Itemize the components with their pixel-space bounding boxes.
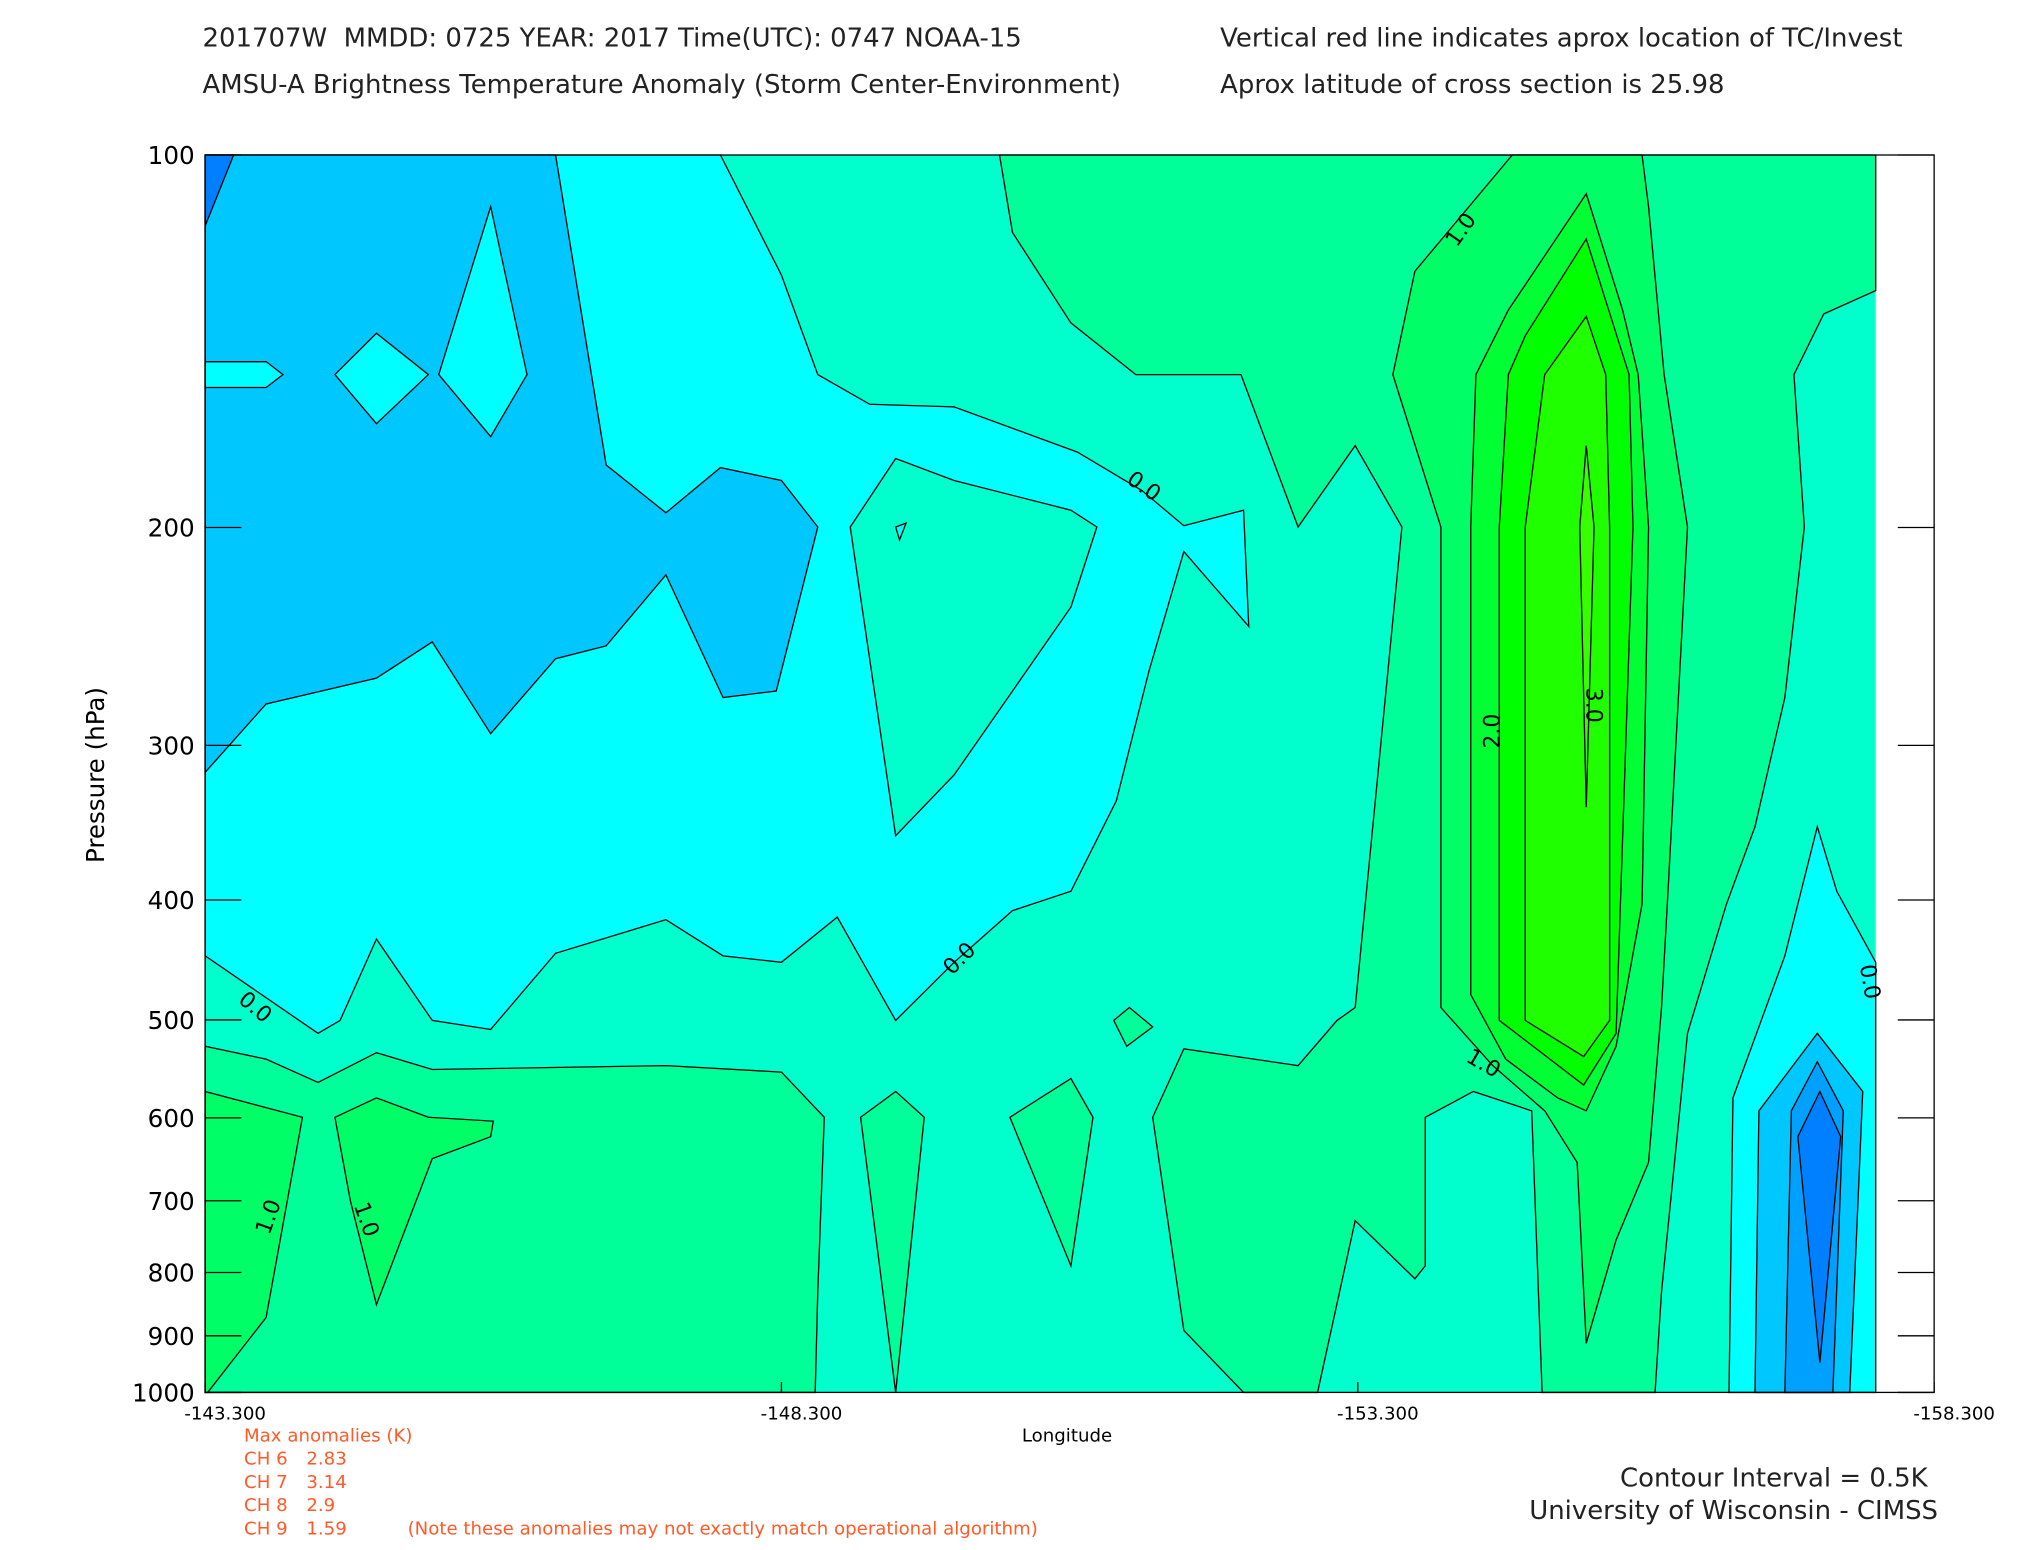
anomaly-value: 2.83	[306, 1449, 346, 1470]
contour-region	[849, 457, 1098, 838]
y-tick-label: 1000	[132, 1379, 195, 1408]
contour-region	[334, 1097, 495, 1307]
contour-region	[1797, 1089, 1842, 1363]
x-axis-title: Longitude	[1022, 1426, 1112, 1447]
y-tick-label: 300	[148, 731, 195, 760]
y-tick-label: 200	[148, 514, 195, 543]
credit: University of Wisconsin - CIMSS	[1529, 1496, 1938, 1526]
note: Vertical red line indicates aprox locati…	[1220, 24, 1902, 54]
anomaly-value: 2.9	[306, 1495, 335, 1516]
x-tick-label: -143.300	[184, 1404, 266, 1425]
contour-region	[1579, 445, 1595, 808]
contour-field	[204, 154, 1877, 1394]
note: Aprox latitude of cross section is 25.98	[1220, 70, 1724, 100]
y-tick-label: 800	[148, 1259, 195, 1288]
anomaly-value: 1.59	[306, 1519, 346, 1540]
y-tick-label: 600	[148, 1104, 195, 1133]
anomaly-channel: CH 7	[244, 1472, 288, 1493]
chart-subtitle: AMSU-A Brightness Temperature Anomaly (S…	[202, 70, 1120, 100]
contour-label: 3.0	[1580, 688, 1605, 723]
contour-region	[204, 154, 819, 775]
x-tick-label: -148.300	[761, 1404, 843, 1425]
contour-region	[204, 361, 285, 389]
x-tick-label: -158.300	[1913, 1404, 1995, 1425]
anomaly-channel: CH 8	[244, 1495, 288, 1516]
chart-title: 201707W MMDD: 0725 YEAR: 2017 Time(UTC):…	[202, 24, 1021, 54]
anomaly-value: 3.14	[306, 1472, 346, 1493]
x-tick-label: -153.300	[1337, 1404, 1419, 1425]
plot-frame	[204, 154, 1935, 1394]
anomalies-title: Max anomalies (K)	[244, 1426, 412, 1447]
y-tick-label: 100	[148, 141, 195, 170]
contour-label: 2.0	[1480, 714, 1505, 749]
anomaly-channel: CH 6	[244, 1449, 288, 1470]
y-tick-label: 400	[148, 886, 195, 915]
contour-region	[894, 522, 908, 542]
contour-region	[1524, 315, 1611, 1058]
contour-region	[334, 332, 430, 425]
contour-region	[1112, 1006, 1154, 1048]
contour-label: 0.0	[1854, 962, 1885, 1001]
contour-region	[204, 1045, 825, 1394]
anomaly-channel: CH 9	[244, 1519, 288, 1540]
contour-region	[438, 204, 528, 438]
y-tick-label: 700	[148, 1187, 195, 1216]
anomalies-note: (Note these anomalies may not exactly ma…	[408, 1519, 1038, 1540]
contour-interval: Contour Interval = 0.5K	[1620, 1464, 1929, 1494]
y-axis-title: Pressure (hPa)	[81, 687, 110, 863]
y-tick-label: 900	[148, 1322, 195, 1351]
contour-region	[859, 1090, 925, 1393]
y-tick-label: 500	[148, 1006, 195, 1035]
contour-region	[1009, 1077, 1094, 1269]
